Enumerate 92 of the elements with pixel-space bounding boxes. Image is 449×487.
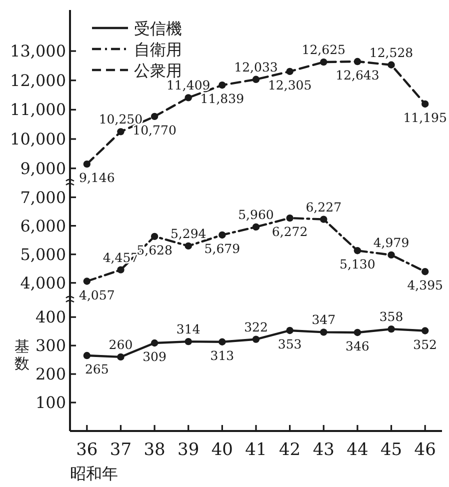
- point: [421, 327, 429, 334]
- y-tick-label: 11,000: [10, 100, 66, 120]
- point: [252, 336, 260, 343]
- legend-label: 公衆用: [134, 61, 182, 80]
- x-tick-label: 39: [178, 440, 200, 460]
- point: [218, 81, 226, 89]
- data-label: 12,033: [234, 59, 278, 74]
- data-label: 5,679: [204, 240, 240, 256]
- point: [354, 328, 362, 336]
- y-tick-label: 4,000: [20, 273, 66, 292]
- data-label: 12,625: [302, 42, 346, 58]
- y-tick-label: 400: [35, 308, 66, 327]
- point: [184, 242, 192, 250]
- data-label: 4,979: [373, 234, 410, 250]
- x-tick-label: 37: [110, 440, 132, 460]
- point: [421, 268, 429, 276]
- data-label: 322: [244, 319, 268, 334]
- y-axis-title: 基数: [14, 338, 30, 372]
- x-tick-label: 42: [279, 440, 301, 460]
- data-label: 5,960: [238, 206, 274, 222]
- data-label: 11,409: [166, 78, 210, 93]
- data-label: 314: [176, 322, 200, 337]
- y-tick-label: 5,000: [20, 244, 66, 264]
- point: [184, 94, 192, 102]
- y-tick-label: 10,000: [10, 130, 66, 149]
- data-label: 265: [84, 362, 109, 377]
- x-tick-label: 43: [312, 440, 334, 460]
- data-label: 6,272: [272, 224, 308, 240]
- data-label: 5,294: [170, 226, 206, 241]
- y-tick-label: 7,000: [20, 188, 66, 207]
- point: [388, 325, 395, 333]
- data-label: 11,195: [403, 110, 447, 125]
- data-label: 12,305: [268, 77, 312, 92]
- x-tick-label: 40: [211, 440, 233, 460]
- point: [388, 251, 395, 259]
- point: [184, 338, 192, 346]
- data-label: 12,528: [369, 44, 414, 60]
- point: [286, 68, 294, 76]
- point: [320, 58, 328, 66]
- point: [83, 278, 91, 285]
- data-label: 346: [346, 338, 370, 354]
- y-tick-label: 100: [35, 393, 66, 412]
- point: [117, 353, 124, 361]
- point: [286, 214, 294, 222]
- data-label: 12,643: [336, 68, 380, 83]
- point: [421, 100, 429, 108]
- point: [150, 232, 158, 240]
- point: [388, 61, 395, 68]
- x-tick-label: 45: [380, 440, 402, 460]
- text: 自衛用: [134, 40, 182, 59]
- data-label: 313: [210, 348, 234, 363]
- data-label: 260: [108, 336, 133, 352]
- x-axis-title: 昭和年: [70, 464, 118, 483]
- data-label: 4,057: [79, 287, 115, 302]
- point: [150, 339, 158, 347]
- data-label: 353: [278, 336, 302, 352]
- point: [354, 247, 362, 254]
- x-tick-label: 38: [144, 440, 166, 460]
- x-tick-label: 41: [245, 440, 267, 460]
- y-tick-label: 200: [35, 364, 66, 384]
- point: [150, 112, 158, 120]
- x-tick-label: 36: [76, 440, 98, 460]
- point: [117, 266, 124, 274]
- point: [83, 160, 91, 168]
- data-label: 309: [142, 349, 167, 364]
- data-label: 352: [413, 336, 438, 352]
- data-label: 347: [312, 312, 336, 328]
- point: [218, 338, 226, 346]
- point: [252, 223, 260, 231]
- y-tick-label: 13,000: [10, 42, 66, 61]
- point: [286, 326, 294, 334]
- point: [252, 76, 260, 84]
- y-tick-label: 6,000: [20, 216, 66, 236]
- data-label: 5,130: [340, 256, 376, 272]
- x-tick-label: 44: [346, 440, 368, 460]
- point: [320, 216, 328, 223]
- point: [117, 128, 124, 136]
- data-label: 11,839: [200, 91, 244, 106]
- y-tick-label: 300: [35, 336, 66, 356]
- data-label: 4,457: [102, 250, 139, 265]
- data-label: 6,227: [306, 199, 342, 214]
- data-label: 9,146: [79, 170, 115, 186]
- point: [83, 352, 91, 360]
- x-tick-label: 46: [414, 440, 436, 460]
- point: [354, 58, 362, 66]
- text: 受信機: [134, 19, 182, 38]
- point: [320, 328, 328, 336]
- y-tick-label: 12,000: [10, 70, 66, 90]
- data-label: 4,395: [407, 278, 443, 293]
- y-tick-label: 9,000: [20, 158, 66, 178]
- point: [218, 231, 226, 239]
- data-label: 358: [379, 309, 404, 324]
